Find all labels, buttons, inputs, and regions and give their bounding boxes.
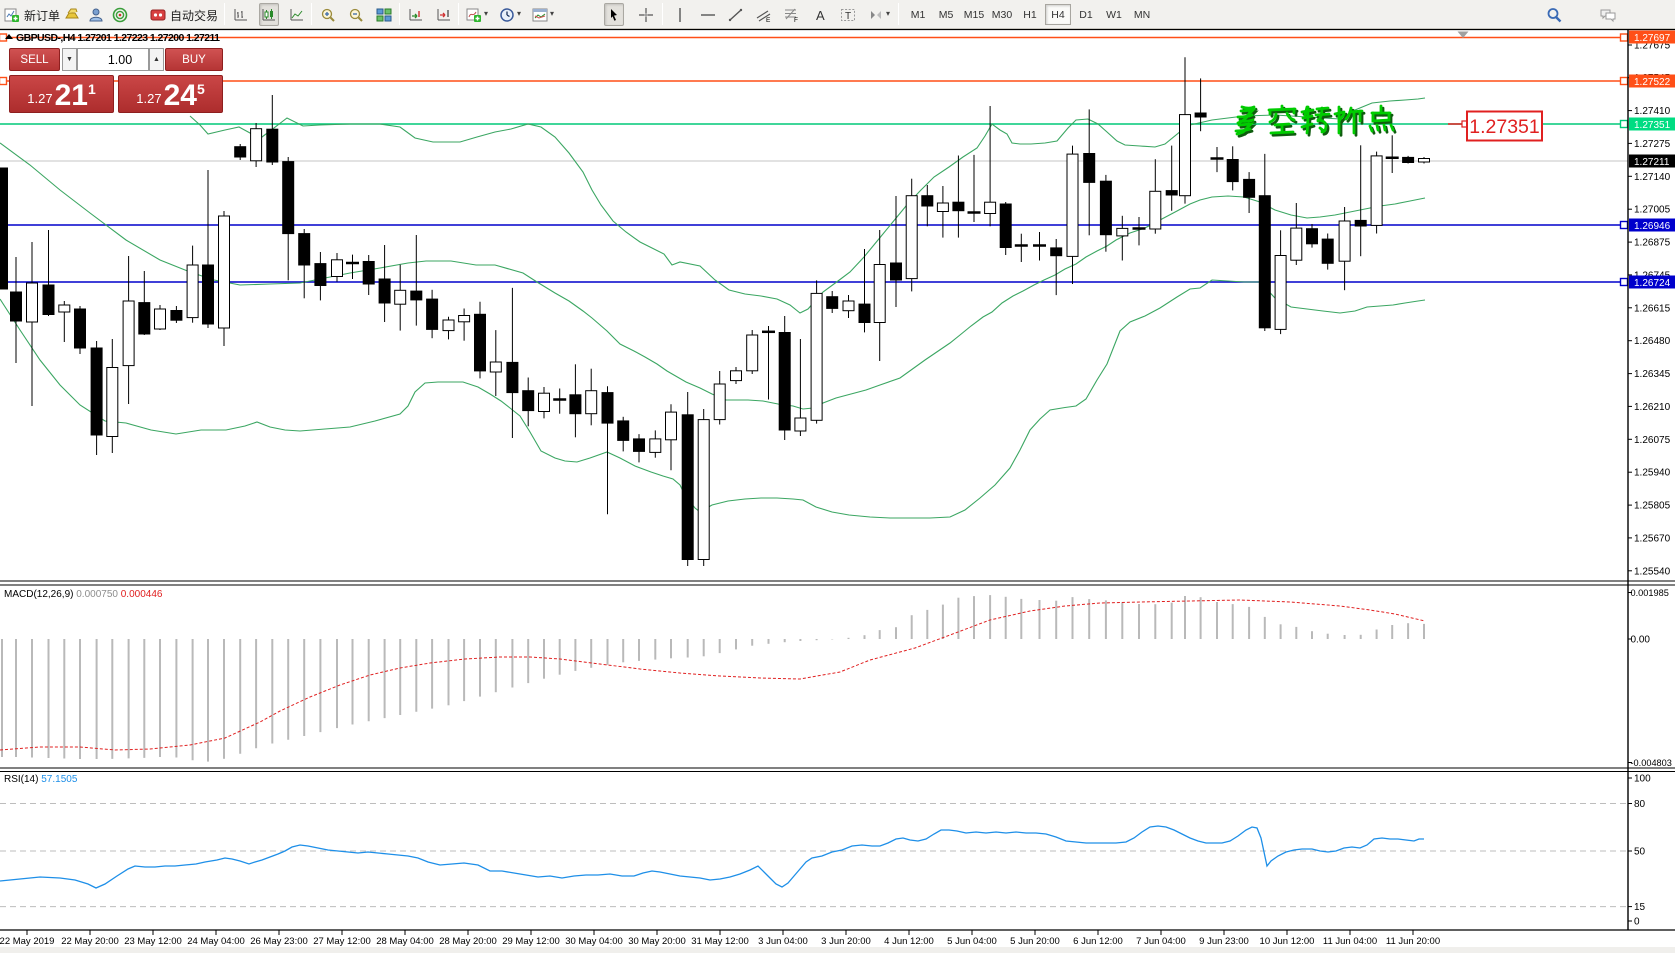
svg-text:1.25940: 1.25940 bbox=[1634, 468, 1671, 479]
svg-text:27 May 12:00: 27 May 12:00 bbox=[313, 936, 371, 947]
svg-text:80: 80 bbox=[1634, 799, 1646, 810]
svg-text:15: 15 bbox=[1634, 902, 1646, 913]
svg-text:0.001985: 0.001985 bbox=[1631, 588, 1669, 598]
svg-text:1.26345: 1.26345 bbox=[1634, 369, 1671, 380]
svg-text:6 Jun 12:00: 6 Jun 12:00 bbox=[1073, 936, 1123, 947]
svg-text:30 May 20:00: 30 May 20:00 bbox=[628, 936, 686, 947]
svg-text:1.27351: 1.27351 bbox=[1469, 116, 1540, 138]
svg-text:1.27522: 1.27522 bbox=[1634, 77, 1671, 88]
svg-text:0.00: 0.00 bbox=[1631, 635, 1651, 646]
svg-text:T: T bbox=[845, 11, 851, 22]
svg-text:A: A bbox=[816, 8, 825, 23]
svg-text:22 May 2019: 22 May 2019 bbox=[0, 936, 54, 947]
svg-text:1.26946: 1.26946 bbox=[1634, 221, 1671, 232]
svg-text:1.27140: 1.27140 bbox=[1634, 172, 1671, 183]
svg-text:100: 100 bbox=[1634, 774, 1651, 785]
svg-text:1.25540: 1.25540 bbox=[1634, 566, 1671, 577]
svg-text:1.26480: 1.26480 bbox=[1634, 336, 1671, 347]
svg-text:30 May 04:00: 30 May 04:00 bbox=[565, 936, 623, 947]
svg-text:1.27005: 1.27005 bbox=[1634, 205, 1671, 216]
svg-text:F: F bbox=[794, 17, 798, 23]
svg-text:11 Jun 04:00: 11 Jun 04:00 bbox=[1323, 936, 1377, 947]
svg-text:1.27410: 1.27410 bbox=[1634, 106, 1671, 117]
svg-text:1.27697: 1.27697 bbox=[1634, 33, 1671, 44]
svg-text:0: 0 bbox=[1634, 917, 1640, 928]
svg-text:MACD(12,26,9) 0.000750 0.00044: MACD(12,26,9) 0.000750 0.000446 bbox=[4, 589, 163, 600]
svg-text:9 Jun 23:00: 9 Jun 23:00 bbox=[1199, 936, 1249, 947]
svg-text:3 Jun 04:00: 3 Jun 04:00 bbox=[758, 936, 808, 947]
svg-text:-0.004803: -0.004803 bbox=[1631, 758, 1672, 768]
svg-text:GBPUSD-,H4 1.27201 1.27223 1.: GBPUSD-,H4 1.27201 1.27223 1.27200 1.272… bbox=[16, 32, 220, 44]
svg-text:22 May 20:00: 22 May 20:00 bbox=[61, 936, 119, 947]
svg-text:28 May 04:00: 28 May 04:00 bbox=[376, 936, 434, 947]
svg-text:1.25805: 1.25805 bbox=[1634, 501, 1671, 512]
svg-text:1.26875: 1.26875 bbox=[1634, 238, 1671, 249]
svg-text:29 May 12:00: 29 May 12:00 bbox=[502, 936, 560, 947]
svg-text:1.26210: 1.26210 bbox=[1634, 402, 1671, 413]
svg-text:31 May 12:00: 31 May 12:00 bbox=[691, 936, 749, 947]
svg-text:1.27275: 1.27275 bbox=[1634, 139, 1671, 150]
svg-text:RSI(14) 57.1505: RSI(14) 57.1505 bbox=[4, 774, 78, 785]
svg-text:1.26724: 1.26724 bbox=[1634, 278, 1671, 289]
svg-text:1.26615: 1.26615 bbox=[1634, 303, 1671, 314]
svg-text:3 Jun 20:00: 3 Jun 20:00 bbox=[821, 936, 871, 947]
svg-text:5 Jun 20:00: 5 Jun 20:00 bbox=[1010, 936, 1060, 947]
svg-text:1.27675: 1.27675 bbox=[1634, 41, 1671, 52]
svg-text:4 Jun 12:00: 4 Jun 12:00 bbox=[884, 936, 934, 947]
svg-text:23 May 12:00: 23 May 12:00 bbox=[124, 936, 182, 947]
svg-text:1.26075: 1.26075 bbox=[1634, 435, 1671, 446]
svg-text:26 May 23:00: 26 May 23:00 bbox=[250, 936, 308, 947]
svg-text:11 Jun 20:00: 11 Jun 20:00 bbox=[1386, 936, 1440, 947]
svg-text:7 Jun 04:00: 7 Jun 04:00 bbox=[1136, 936, 1186, 947]
svg-text:1.27351: 1.27351 bbox=[1634, 120, 1671, 131]
svg-text:50: 50 bbox=[1634, 847, 1646, 858]
svg-text:1.25670: 1.25670 bbox=[1634, 533, 1671, 544]
svg-text:1.27211: 1.27211 bbox=[1634, 157, 1670, 168]
svg-text:24 May 04:00: 24 May 04:00 bbox=[187, 936, 245, 947]
svg-text:5 Jun 04:00: 5 Jun 04:00 bbox=[947, 936, 997, 947]
svg-text:28 May 20:00: 28 May 20:00 bbox=[439, 936, 497, 947]
svg-text:E: E bbox=[766, 17, 771, 23]
svg-text:10 Jun 12:00: 10 Jun 12:00 bbox=[1260, 936, 1315, 947]
